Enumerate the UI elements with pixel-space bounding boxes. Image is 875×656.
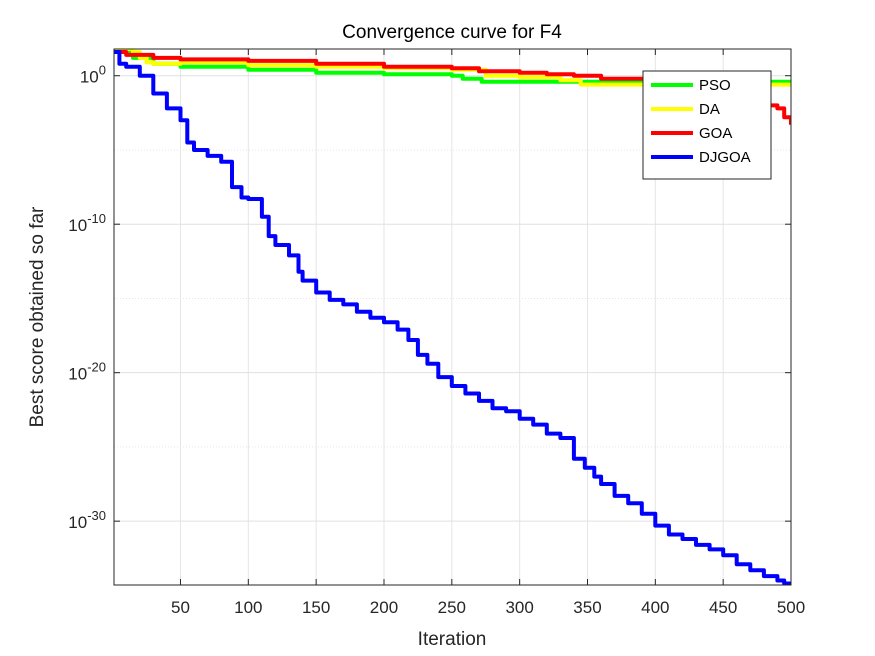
grid-lines [114, 49, 792, 585]
axis-ticks: 50 100 150 200 250 300 350 400 450 50010010-1010-… [68, 49, 805, 617]
legend: PSO DA GOA DJGOA [642, 70, 772, 180]
chart-title: Convergence curve for F4 [342, 22, 562, 43]
series-layer [114, 49, 791, 585]
x-tick-label: 150 [302, 598, 330, 617]
x-tick-label: 400 [641, 598, 669, 617]
x-tick-label: 100 [234, 598, 262, 617]
x-tick-label: 250 [438, 598, 466, 617]
y-tick-label-base: 10 [80, 68, 99, 87]
x-tick-label: 200 [370, 598, 398, 617]
series-line-djgoa [114, 50, 791, 585]
x-tick-label: 500 [777, 598, 805, 617]
y-tick-label-exponent: -20 [87, 360, 106, 375]
x-tick-label: 300 [505, 598, 533, 617]
y-tick-label: 10-20 [68, 360, 106, 384]
legend-label-djgoa: DJGOA [699, 149, 751, 166]
y-tick-label: 10-10 [68, 211, 106, 235]
y-tick-label-exponent: 0 [99, 63, 106, 78]
x-tick-label: 350 [573, 598, 601, 617]
x-tick-label: 50 [171, 598, 190, 617]
legend-label-da: DA [699, 101, 720, 118]
y-tick-label: 100 [80, 63, 106, 87]
axes-box [113, 48, 792, 586]
y-tick-label-base: 10 [68, 365, 87, 384]
y-tick-label-base: 10 [68, 216, 87, 235]
y-tick-label-exponent: -10 [87, 211, 106, 226]
legend-label-goa: GOA [699, 125, 732, 142]
legend-label-pso: PSO [699, 77, 731, 94]
y-tick-label-exponent: -30 [87, 508, 106, 523]
legend-box [642, 70, 772, 180]
x-axis-label: Iteration [418, 629, 487, 650]
x-tick-label: 450 [709, 598, 737, 617]
y-tick-label-base: 10 [68, 513, 87, 532]
y-axis-label: Best score obtained so far [27, 206, 48, 427]
y-tick-label: 10-30 [68, 508, 106, 532]
